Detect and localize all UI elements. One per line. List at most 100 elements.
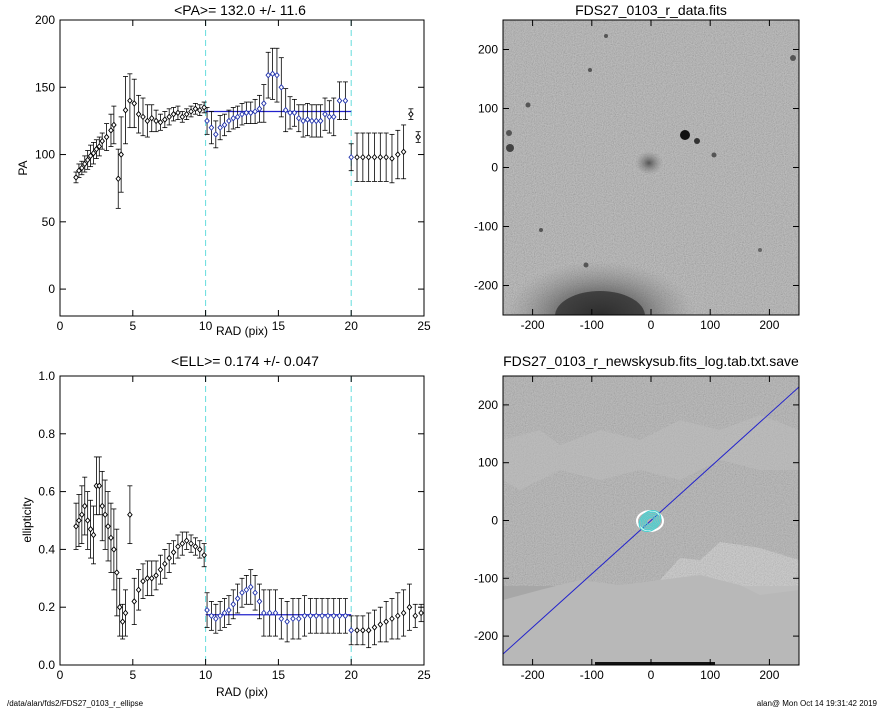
data-point <box>118 151 124 158</box>
data-point <box>252 589 258 597</box>
data-point <box>234 113 241 121</box>
data-point <box>371 624 378 631</box>
data-point <box>131 100 138 107</box>
data-point <box>261 100 267 107</box>
data-point <box>192 543 199 550</box>
x-tick-label: 20 <box>345 668 359 682</box>
data-point <box>291 109 298 117</box>
data-point <box>256 105 263 113</box>
data-point <box>365 627 372 634</box>
data-point <box>175 543 181 550</box>
y-tick-label: 0.0 <box>38 658 55 672</box>
data-point <box>217 612 223 620</box>
data-point <box>360 153 366 161</box>
data-point <box>135 110 142 118</box>
x-tick-label: 15 <box>272 668 286 682</box>
y-tick-label: 0.4 <box>38 542 55 556</box>
skysub-image <box>503 376 799 665</box>
data-image-panel: FDS27_0103_r_data.fits -200 -100 0 100 200 -2… <box>474 2 800 332</box>
x-tick-label: 200 <box>759 668 779 682</box>
data-point <box>330 113 337 121</box>
data-point <box>287 109 293 117</box>
data-point <box>239 110 245 118</box>
pa-xlabel: RAD (pix) <box>216 324 268 338</box>
ell-title: <ELL>= 0.174 +/- 0.047 <box>171 353 319 369</box>
isophote-ellipses <box>636 509 664 533</box>
data-point <box>166 554 172 562</box>
x-tick-label: 100 <box>700 318 720 332</box>
data-point <box>140 113 146 121</box>
data-point <box>371 153 378 161</box>
data-point <box>162 560 168 568</box>
data-point <box>389 615 395 623</box>
y-tick-label: 0 <box>48 282 55 296</box>
data-point <box>269 70 276 78</box>
data-point <box>400 148 407 156</box>
data-point <box>295 114 302 122</box>
x-tick-label: 15 <box>272 319 286 333</box>
data-point <box>389 155 395 162</box>
x-tick-label: -100 <box>580 318 604 332</box>
data-point <box>307 612 314 620</box>
y-tick-label: 150 <box>35 80 55 94</box>
y-tick-label: 0.6 <box>38 485 55 499</box>
data-point <box>179 113 186 121</box>
y-tick-label: 200 <box>478 43 498 57</box>
data-point <box>96 143 103 150</box>
data-point <box>336 97 343 105</box>
data-point <box>122 106 129 114</box>
data-point <box>313 612 320 620</box>
data-point <box>90 531 97 539</box>
data-point <box>319 612 325 620</box>
data-point <box>330 612 337 620</box>
data-point <box>226 117 232 125</box>
data-point <box>266 609 273 617</box>
ell-plot-frame <box>59 375 425 666</box>
data-point <box>278 615 285 623</box>
data-image-title: FDS27_0103_r_data.fits <box>575 2 727 18</box>
data-point <box>84 156 91 164</box>
y-tick-label: -100 <box>474 571 498 585</box>
y-tick-label: -200 <box>474 279 498 293</box>
y-tick-label: 200 <box>35 13 55 27</box>
ellipticity-panel: <ELL>= 0.174 +/- 0.047 0 5 10 15 20 25 0.0 0.2 0… <box>20 353 431 699</box>
data-point <box>131 598 138 605</box>
data-point <box>272 609 279 617</box>
data-point <box>96 482 103 490</box>
data-point <box>157 118 164 126</box>
data-point <box>208 612 215 620</box>
pa-direction-line <box>503 386 799 655</box>
data-point <box>99 137 106 145</box>
data-point <box>309 117 315 125</box>
data-point <box>383 153 389 161</box>
data-point <box>342 97 349 105</box>
y-tick-label: 0 <box>491 514 498 528</box>
data-point <box>204 117 210 125</box>
data-point <box>99 502 106 510</box>
x-tick-label: 0 <box>57 668 64 682</box>
data-point <box>226 606 232 614</box>
data-point <box>105 522 111 530</box>
pa-ylabel: PA <box>16 160 30 175</box>
data-point <box>348 153 354 161</box>
data-point <box>76 167 82 174</box>
x-tick-label: 200 <box>759 318 779 332</box>
data-point <box>196 106 203 114</box>
data-point <box>76 517 82 524</box>
data-point <box>265 71 271 79</box>
data-point <box>127 97 133 105</box>
data-point <box>144 117 151 125</box>
data-point <box>93 145 100 153</box>
data-point <box>243 109 250 117</box>
data-point <box>170 110 177 118</box>
data-point <box>406 603 413 611</box>
data-point <box>135 586 142 594</box>
data-point <box>322 110 328 118</box>
data-point <box>301 612 308 620</box>
data-point <box>234 595 241 602</box>
data-point <box>213 615 219 623</box>
data-point <box>213 131 219 138</box>
data-point <box>183 537 190 545</box>
data-point <box>127 511 133 519</box>
